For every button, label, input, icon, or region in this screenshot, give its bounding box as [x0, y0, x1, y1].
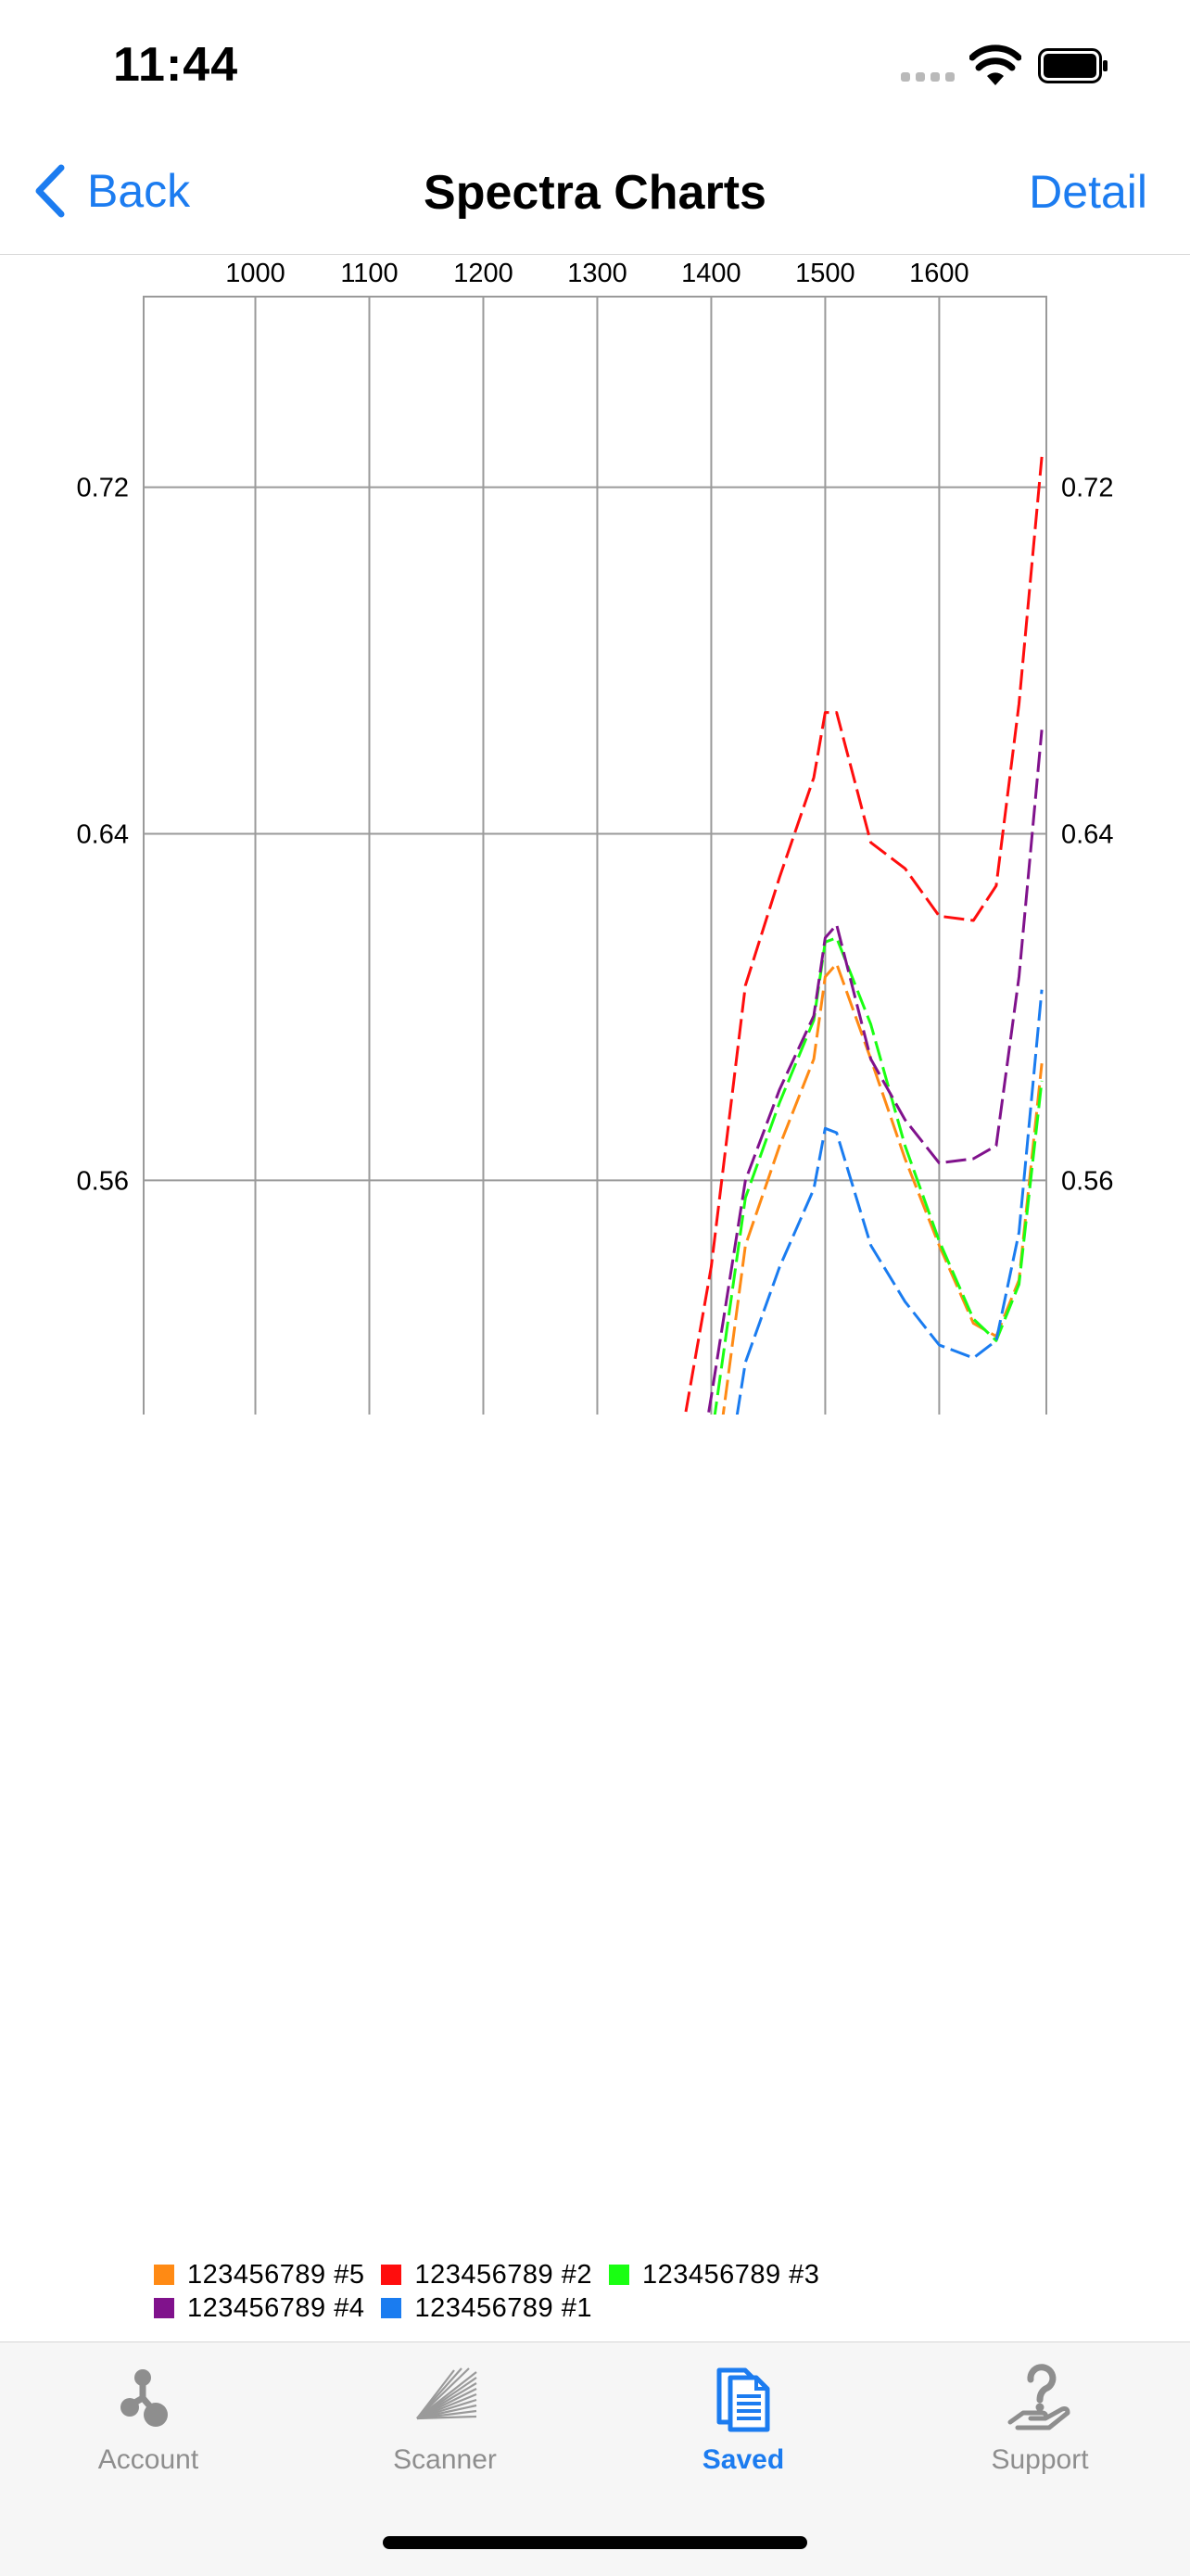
tab-support[interactable]: Support — [938, 2361, 1142, 2500]
legend-swatch — [154, 2265, 174, 2285]
series-line-dashed — [735, 989, 1044, 1415]
y-tick-label-left: 0.64 — [77, 820, 129, 850]
y-tick-label-right: 0.64 — [1061, 820, 1113, 850]
legend-item: 123456789 #1 — [381, 2293, 591, 2324]
back-button[interactable]: Back — [33, 163, 190, 219]
home-indicator — [383, 2536, 807, 2549]
chart-legend: 123456789 #5 123456789 #2 123456789 #3 1… — [154, 2258, 1173, 2325]
wifi-icon — [969, 44, 1021, 85]
x-tick-label: 1000 — [225, 259, 285, 288]
tab-label: Saved — [702, 2444, 785, 2475]
page-title: Spectra Charts — [424, 166, 766, 220]
x-tick-label: 1200 — [453, 259, 513, 288]
saved-document-icon — [716, 2367, 770, 2432]
back-label: Back — [87, 165, 191, 217]
plot-frame — [143, 296, 1047, 1415]
y-tick-label-right: 0.72 — [1061, 474, 1113, 503]
legend-item: 123456789 #4 — [154, 2293, 364, 2324]
y-tick-label-right: 0.56 — [1061, 1166, 1113, 1196]
chart-ticks: 10001100120013001400150016000.320.320.40… — [77, 259, 1114, 1196]
legend-item: 123456789 #3 — [608, 2259, 820, 2290]
spectra-chart: 10001100120013001400150016000.320.320.40… — [77, 259, 1114, 1415]
x-tick-label: 1500 — [795, 259, 855, 288]
series-line-dashed — [706, 730, 1044, 1415]
chart-grid — [143, 296, 1047, 1415]
x-tick-label: 1600 — [909, 259, 969, 288]
y-tick-label-left: 0.56 — [77, 1166, 129, 1196]
legend-label: 123456789 #5 — [187, 2259, 365, 2290]
tab-label: Account — [97, 2444, 199, 2475]
legend-swatch — [608, 2265, 629, 2285]
legend-label: 123456789 #4 — [187, 2292, 365, 2323]
support-icon — [1007, 2364, 1070, 2430]
cellular-signal-icon — [901, 72, 955, 82]
chevron-left-icon — [35, 164, 65, 218]
status-bar: 11:44 — [0, 0, 1190, 130]
legend-label: 123456789 #3 — [641, 2259, 820, 2290]
legend-label: 123456789 #1 — [414, 2292, 592, 2323]
legend-swatch — [381, 2298, 402, 2318]
x-tick-label: 1400 — [681, 259, 741, 288]
tab-account[interactable]: Account — [46, 2361, 250, 2500]
chart-series — [683, 456, 1044, 1415]
series-line-dashed — [713, 936, 1044, 1415]
series-line-dashed — [683, 456, 1044, 1415]
tab-label: Scanner — [393, 2444, 497, 2475]
legend-item: 123456789 #5 — [154, 2260, 364, 2290]
status-time: 11:44 — [113, 38, 239, 92]
scanner-icon — [416, 2367, 477, 2420]
legend-swatch — [381, 2265, 402, 2285]
x-tick-label: 1300 — [567, 259, 627, 288]
legend-label: 123456789 #2 — [414, 2259, 592, 2290]
y-tick-label-left: 0.72 — [77, 474, 129, 503]
tab-label: Support — [991, 2444, 1089, 2475]
detail-button[interactable]: Detail — [1029, 166, 1147, 218]
series-line-dashed — [721, 962, 1044, 1415]
account-icon — [120, 2369, 168, 2427]
battery-icon — [1038, 48, 1108, 83]
x-tick-label: 1100 — [340, 259, 398, 288]
legend-swatch — [154, 2298, 174, 2318]
tab-saved[interactable]: Saved — [641, 2361, 845, 2500]
navigation-bar: Back Spectra Charts Detail — [0, 130, 1190, 255]
legend-item: 123456789 #2 — [381, 2260, 591, 2290]
tab-scanner[interactable]: Scanner — [343, 2361, 547, 2500]
